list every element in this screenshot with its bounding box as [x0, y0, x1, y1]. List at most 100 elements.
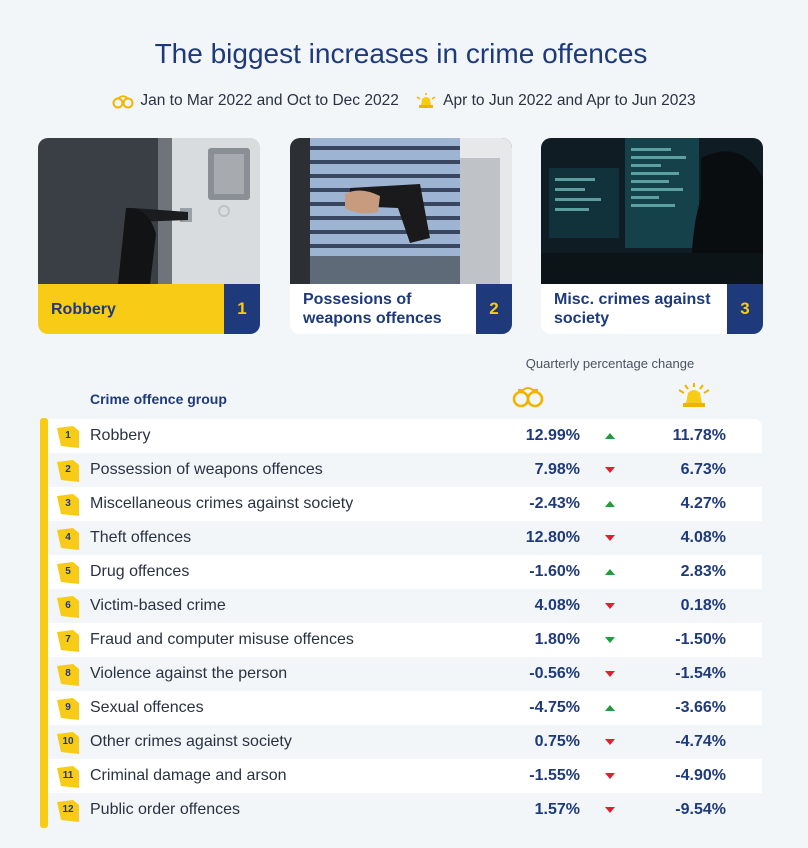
flag-badge-icon	[57, 426, 79, 448]
table-row: 7 Fraud and computer misuse offences 1.80%…	[48, 623, 762, 657]
hacker-photo	[541, 138, 763, 284]
flag-badge-icon	[57, 698, 79, 720]
table-row: 9 Sexual offences -4.75% -3.66%	[48, 691, 762, 725]
period2-value: -4.74%	[675, 733, 726, 750]
table-row: 3 Miscellaneous crimes against society -2.…	[48, 487, 762, 521]
period1-value: -1.55%	[529, 767, 580, 784]
offence-name: Criminal damage and arson	[90, 767, 287, 784]
flag-badge-icon	[57, 630, 79, 652]
period1-value: 12.80%	[525, 529, 580, 546]
offence-name: Other crimes against society	[90, 733, 292, 750]
period1-value: -2.43%	[529, 495, 580, 512]
card-label: Possesions of weapons offences	[303, 291, 442, 327]
period2-value: 6.73%	[680, 461, 726, 478]
rank-number: 7	[65, 634, 71, 645]
rank-badge: 10	[57, 730, 81, 754]
flag-badge-icon	[57, 562, 79, 584]
rank-number: 2	[65, 464, 71, 475]
card-rank: 1	[224, 284, 260, 334]
rank-badge: 1	[57, 424, 81, 448]
rank-badge: 7	[57, 628, 81, 652]
rank-number: 10	[62, 736, 74, 747]
down-arrow-icon	[605, 467, 615, 473]
offence-name: Miscellaneous crimes against society	[90, 495, 354, 512]
period1-value: -4.75%	[529, 699, 580, 716]
table-row: 4 Theft offences 12.80% 4.08%	[48, 521, 762, 555]
up-arrow-icon	[605, 501, 615, 507]
period1-value: 1.80%	[534, 631, 580, 648]
table-row: 11 Criminal damage and arson -1.55% -4.90%	[48, 759, 762, 793]
offence-name: Sexual offences	[90, 699, 204, 716]
offence-name: Victim-based crime	[90, 597, 226, 614]
offence-name: Fraud and computer misuse offences	[90, 631, 354, 648]
down-arrow-icon	[605, 739, 615, 745]
table-row: 1 Robbery 12.99% 11.78%	[48, 419, 762, 453]
flag-badge-icon	[57, 800, 79, 822]
flag-badge-icon	[57, 460, 79, 482]
offence-name: Robbery	[90, 427, 151, 444]
card-weapons: Possesions of weapons offences 2	[290, 138, 512, 334]
flag-badge-icon	[57, 766, 79, 788]
rank-number: 9	[65, 702, 71, 713]
robbery-photo	[38, 138, 260, 284]
siren-icon	[416, 93, 436, 108]
rank-number: 1	[65, 430, 71, 441]
rank-badge: 11	[57, 764, 81, 788]
period2-value: -9.54%	[675, 801, 726, 818]
rank-number: 3	[65, 498, 71, 509]
up-arrow-icon	[605, 569, 615, 575]
rank-number: 12	[62, 804, 74, 815]
offence-name: Public order offences	[90, 801, 241, 818]
weapons-photo	[290, 138, 512, 284]
page-title: The biggest increases in crime offences	[154, 38, 648, 69]
handcuffs-icon	[512, 387, 544, 408]
legend-period1: Jan to Mar 2022 and Oct to Dec 2022	[112, 92, 399, 110]
rank-number: 11	[62, 770, 74, 781]
down-arrow-icon	[605, 807, 615, 813]
down-arrow-icon	[605, 671, 615, 677]
down-arrow-icon	[605, 773, 615, 779]
flag-badge-icon	[57, 494, 79, 516]
period1-value: -1.60%	[529, 563, 580, 580]
period1-value: 12.99%	[525, 427, 580, 444]
rank-badge: 12	[57, 798, 81, 822]
period2-value: -1.50%	[675, 631, 726, 648]
period1-value: 0.75%	[534, 733, 580, 750]
period2-value: -4.90%	[675, 767, 726, 784]
offence-name: Theft offences	[90, 529, 192, 546]
table-row: 5 Drug offences -1.60% 2.83%	[48, 555, 762, 589]
period2-value: 2.83%	[680, 563, 726, 580]
period1-value: 1.57%	[534, 801, 580, 818]
legend-period2-label: Apr to Jun 2022 and Apr to Jun 2023	[443, 92, 696, 109]
column-header: Crime offence group	[90, 391, 227, 407]
table-row: 6 Victim-based crime 4.08% 0.18%	[48, 589, 762, 623]
rank-badge: 6	[57, 594, 81, 618]
rank-badge: 4	[57, 526, 81, 550]
period1-value: 7.98%	[534, 461, 580, 478]
card-misc: Misc. crimes against society 3	[541, 138, 763, 334]
card-rank: 2	[476, 284, 512, 334]
offence-name: Possession of weapons offences	[90, 461, 323, 478]
table-row: 10 Other crimes against society 0.75% -4.74…	[48, 725, 762, 759]
period2-value: 4.27%	[680, 495, 726, 512]
rank-number: 6	[65, 600, 71, 611]
period2-value: -3.66%	[675, 699, 726, 716]
up-arrow-icon	[605, 705, 615, 711]
offence-name: Drug offences	[90, 563, 190, 580]
card-label: Misc. crimes against society	[554, 291, 711, 327]
table-caption: Quarterly percentage change	[525, 356, 695, 371]
handcuffs-icon	[112, 95, 134, 109]
period2-value: 4.08%	[680, 529, 726, 546]
rank-badge: 2	[57, 458, 81, 482]
card-rank: 3	[727, 284, 763, 334]
flag-badge-icon	[57, 528, 79, 550]
flag-badge-icon	[57, 596, 79, 618]
period1-value: 4.08%	[534, 597, 580, 614]
card-robbery: Robbery 1	[38, 138, 260, 334]
period1-value: -0.56%	[529, 665, 580, 682]
rank-badge: 8	[57, 662, 81, 686]
card-label: Robbery	[38, 284, 224, 334]
rank-number: 8	[65, 668, 71, 679]
legend-period1-label: Jan to Mar 2022 and Oct to Dec 2022	[140, 92, 399, 109]
siren-icon	[678, 383, 710, 407]
